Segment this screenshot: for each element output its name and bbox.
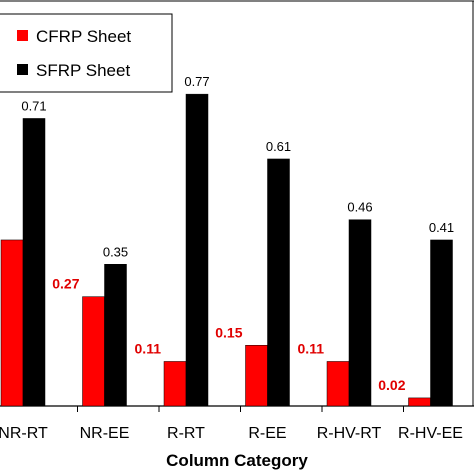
category-label-r-hv-ee: R-HV-EE (398, 425, 463, 442)
axes (0, 0, 474, 412)
bars (0, 93, 453, 407)
bar-sfrp-sheet-r-rt (185, 93, 209, 407)
bar-cfrp-sheet-r-ee (245, 345, 268, 407)
value-label-sfrp-sheet-r-hv-rt: 0.46 (347, 200, 372, 215)
bar-cfrp-sheet-nr-rt (0, 239, 24, 407)
legend: CFRP Sheet SFRP Sheet (0, 13, 173, 93)
bar-cfrp-sheet-r-rt (163, 361, 187, 407)
value-label-sfrp-sheet-r-hv-ee: 0.41 (429, 220, 454, 235)
bar-sfrp-sheet-r-hv-rt (348, 219, 372, 407)
legend-label-sfrp: SFRP Sheet (36, 61, 130, 80)
legend-box (0, 13, 173, 93)
value-label-cfrp-sheet-r-rt: 0.11 (135, 340, 162, 356)
category-tick-labels: NR-RT NR-EE R-RT R-EE R-HV-RT R-HV-EE (0, 425, 463, 442)
category-label-r-ee: R-EE (248, 425, 286, 442)
bar-cfrp-sheet-r-hv-rt (326, 361, 350, 407)
value-label-cfrp-sheet-r-hv-ee: 0.02 (378, 377, 405, 393)
value-labels: .410.710.270.350.110.770.150.610.110.460… (21, 74, 454, 393)
category-label-nr-ee: NR-EE (80, 425, 130, 442)
value-label-sfrp-sheet-nr-ee: 0.35 (103, 244, 128, 259)
legend-swatch-sfrp (17, 64, 28, 75)
legend-swatch-cfrp (17, 30, 28, 41)
bar-sfrp-sheet-nr-ee (104, 264, 127, 407)
value-label-cfrp-sheet-nr-ee: 0.27 (52, 276, 79, 292)
category-label-r-hv-rt: R-HV-RT (317, 425, 382, 442)
value-label-cfrp-sheet-r-ee: 0.15 (215, 324, 242, 340)
category-label-nr-rt: NR-RT (0, 425, 48, 442)
bar-sfrp-sheet-r-ee (267, 158, 290, 407)
value-label-sfrp-sheet-nr-rt: 0.71 (21, 98, 46, 113)
bar-cfrp-sheet-nr-ee (82, 296, 105, 407)
x-axis-title: Column Category (166, 451, 308, 470)
value-label-sfrp-sheet-r-ee: 0.61 (266, 139, 291, 154)
category-label-r-rt: R-RT (167, 425, 205, 442)
value-label-cfrp-sheet-r-hv-rt: 0.11 (298, 340, 325, 356)
bar-sfrp-sheet-r-hv-ee (430, 239, 453, 407)
value-label-sfrp-sheet-r-rt: 0.77 (184, 74, 209, 89)
bar-sfrp-sheet-nr-rt (22, 118, 46, 407)
legend-label-cfrp: CFRP Sheet (36, 27, 131, 46)
bar-cfrp-sheet-r-hv-ee (408, 397, 431, 407)
